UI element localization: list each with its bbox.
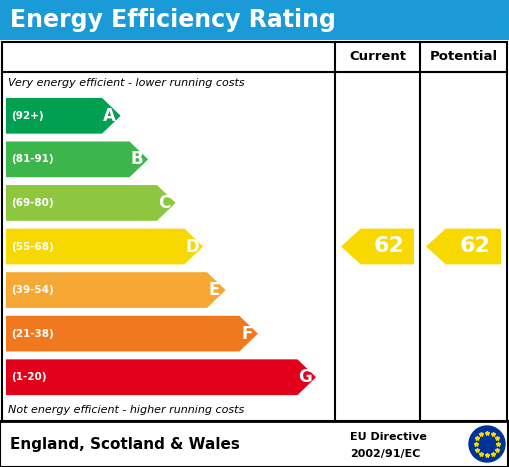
Text: (69-80): (69-80) [11, 198, 53, 208]
Text: (81-91): (81-91) [11, 155, 53, 164]
Polygon shape [6, 142, 148, 177]
Polygon shape [426, 229, 501, 264]
Text: Not energy efficient - higher running costs: Not energy efficient - higher running co… [8, 405, 244, 415]
Polygon shape [6, 229, 203, 264]
Polygon shape [6, 185, 176, 221]
Text: (39-54): (39-54) [11, 285, 54, 295]
Polygon shape [341, 229, 414, 264]
Text: Potential: Potential [430, 50, 498, 64]
Text: EU Directive: EU Directive [350, 432, 427, 442]
Bar [2, 42, 507, 421]
Text: 62: 62 [460, 236, 491, 256]
Text: D: D [185, 238, 199, 255]
Bar [0, 0, 509, 40]
Polygon shape [6, 272, 225, 308]
Text: Energy Efficiency Rating: Energy Efficiency Rating [10, 8, 336, 32]
Text: 2002/91/EC: 2002/91/EC [350, 449, 420, 459]
Polygon shape [6, 316, 258, 352]
Text: (92+): (92+) [11, 111, 44, 121]
Text: England, Scotland & Wales: England, Scotland & Wales [10, 437, 240, 452]
Text: G: G [298, 368, 312, 386]
Text: C: C [158, 194, 171, 212]
Polygon shape [6, 98, 121, 134]
Text: (21-38): (21-38) [11, 329, 54, 339]
Bar [0, 421, 509, 467]
Text: (1-20): (1-20) [11, 372, 46, 382]
Text: Very energy efficient - lower running costs: Very energy efficient - lower running co… [8, 78, 245, 88]
Text: Current: Current [349, 50, 406, 64]
Text: B: B [131, 150, 144, 169]
Text: A: A [103, 107, 116, 125]
Text: 62: 62 [374, 236, 405, 256]
Text: F: F [241, 325, 252, 343]
Text: E: E [209, 281, 220, 299]
Polygon shape [6, 359, 316, 395]
Circle shape [469, 426, 505, 462]
Text: (55-68): (55-68) [11, 241, 54, 252]
